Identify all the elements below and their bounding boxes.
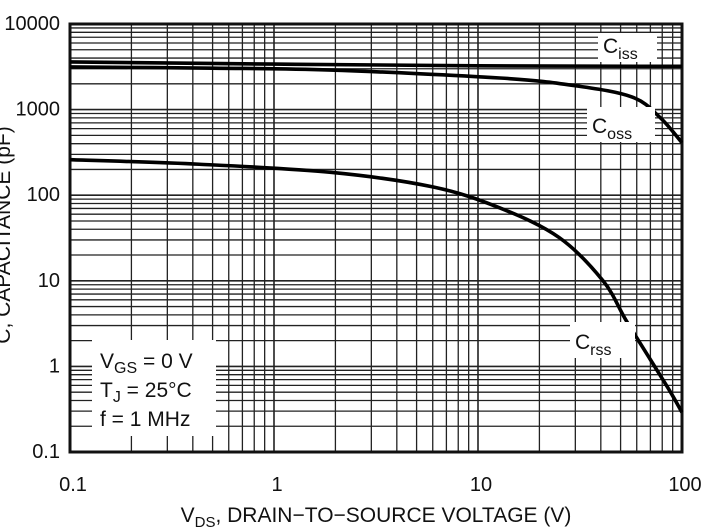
y-tick-label: 0.1 [32, 441, 60, 463]
series-label-crss: Crss [575, 331, 612, 359]
condition-text: f = 1 MHz [100, 408, 190, 431]
label-boxes: Ciss Coss Crss VGS = 0 VTJ = 25°Cf = 1 MHz [92, 33, 657, 436]
y-tick-label: 100 [27, 184, 60, 206]
series-line-crss [69, 157, 684, 414]
x-axis-label: VDS, DRAIN−TO−SOURCE VOLTAGE (V) [181, 504, 572, 531]
x-tick-label: 0.1 [59, 474, 87, 496]
y-tick-label: 1000 [16, 99, 61, 121]
plot-frame [68, 22, 684, 454]
y-tick-label: 10000 [4, 13, 60, 35]
y-tick-label: 1 [49, 355, 60, 377]
y-axis-label: C, CAPACITANCE (pF) [0, 126, 15, 343]
condition-text: TJ = 25°C [100, 379, 192, 406]
y-tick-label: 10 [38, 270, 60, 292]
series-label-box [598, 33, 657, 62]
series-label-ciss: Ciss [603, 35, 638, 63]
x-tick-label: 100 [668, 474, 701, 496]
condition-text: VGS = 0 V [100, 350, 193, 377]
series-label-coss: Coss [592, 115, 632, 143]
x-tick-label: 10 [470, 474, 492, 496]
x-tick-label: 1 [271, 474, 282, 496]
series-line-ciss [69, 60, 683, 69]
tick-labels: 0.1 1 10 100 0.1 1 10 100 1000 10000 [4, 13, 701, 496]
series-label-box [570, 322, 635, 358]
conditions-box [92, 340, 216, 436]
series-label-box [587, 107, 655, 142]
